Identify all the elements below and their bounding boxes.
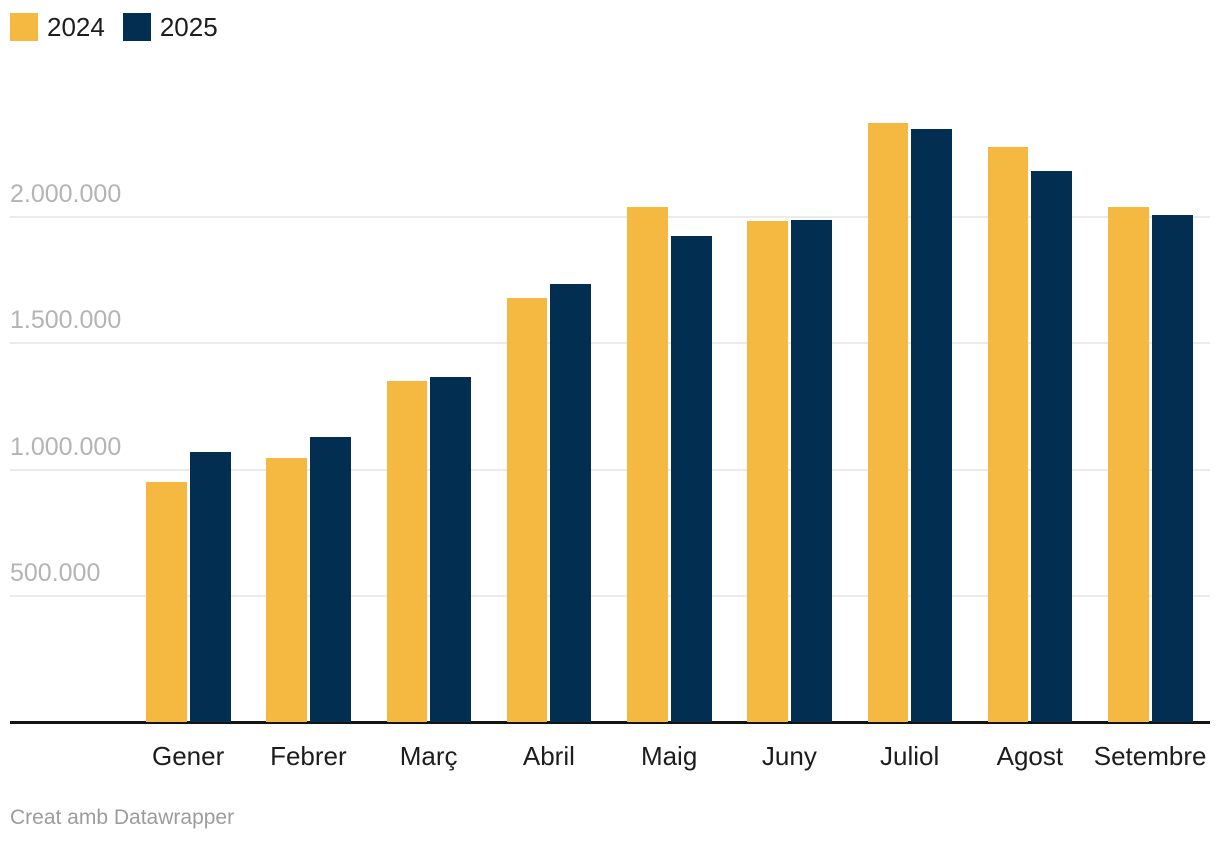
bar-2025-setembre[interactable]: [1151, 214, 1193, 722]
y-axis-tick-label: 500.000: [10, 558, 101, 587]
x-axis-label-agost: Agost: [996, 741, 1064, 771]
x-axis-label-gener: Gener: [151, 741, 225, 771]
y-axis-tick-label: 1.000.000: [10, 432, 122, 461]
bar-2025-maig[interactable]: [670, 236, 712, 722]
bar-2024-agost[interactable]: [987, 146, 1029, 722]
gridline-1.500.000: [10, 342, 1210, 345]
gridline-1.000.000: [10, 468, 1210, 471]
bar-2024-juliol[interactable]: [867, 122, 909, 722]
plot-area: 500.000 1.000.000 1.500.000 2.000.000 Gener F…: [10, 91, 1210, 771]
x-axis-label-maig: Maig: [640, 741, 698, 771]
bar-2025-mar[interactable]: [430, 377, 472, 722]
x-axis-label-febrer: Febrer: [270, 741, 347, 771]
bar-2024-gener[interactable]: [146, 482, 187, 722]
bar-2025-agost[interactable]: [1031, 170, 1073, 722]
x-axis-label-juny: Juny: [761, 741, 817, 771]
bar-2024-maig[interactable]: [627, 207, 668, 722]
gridline-500.000: [10, 594, 1210, 597]
bar-2025-abril[interactable]: [550, 284, 592, 722]
y-axis-tick-label: 1.500.000: [10, 306, 122, 335]
x-axis-label-mar: Març: [399, 741, 458, 771]
bar-2025-juny[interactable]: [790, 219, 832, 722]
bar-2024-abril[interactable]: [506, 297, 548, 722]
legend-label-2024: 2024: [47, 12, 105, 42]
attribution-link[interactable]: Creat amb Datawrapper: [10, 806, 235, 829]
bar-2025-juliol[interactable]: [911, 128, 953, 722]
bar-2024-setembre[interactable]: [1108, 207, 1149, 722]
legend-item-2024: 2024: [10, 13, 105, 41]
y-axis-tick-label: 2.000.000: [10, 180, 122, 209]
legend-item-2025: 2025: [122, 12, 218, 42]
bar-2025-gener[interactable]: [189, 451, 231, 722]
x-axis-label-setembre: Setembre: [1093, 741, 1207, 771]
bar-2024-juny[interactable]: [747, 221, 788, 722]
bar-2024-mar[interactable]: [386, 381, 428, 722]
bar-2024-febrer[interactable]: [266, 458, 307, 722]
legend-swatch-2025: [122, 13, 151, 41]
x-axis-label-abril: Abril: [522, 741, 575, 771]
x-axis-label-juliol: Juliol: [880, 741, 940, 771]
x-axis-line: [10, 721, 1210, 724]
legend-swatch-2024: [10, 13, 38, 41]
gridline-2.000.000: [10, 216, 1210, 219]
bar-2025-febrer[interactable]: [309, 436, 351, 722]
legend: 2024 2025: [10, 13, 218, 41]
legend-label-2025: 2025: [159, 12, 218, 42]
